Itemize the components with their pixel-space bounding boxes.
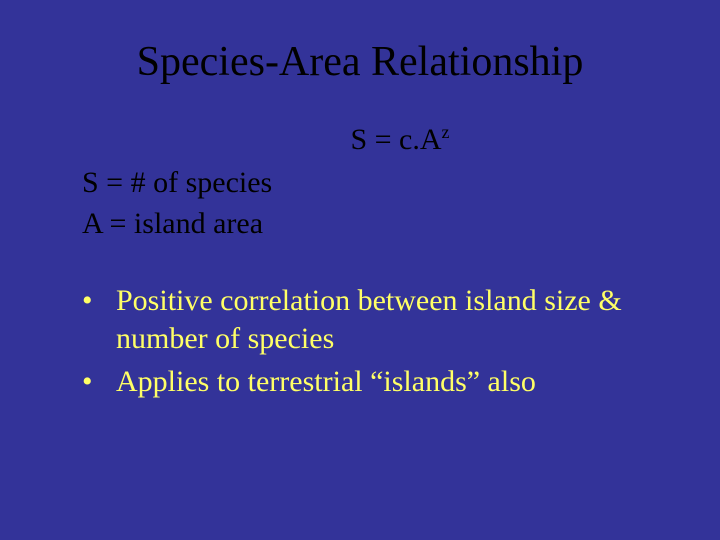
slide: Species-Area Relationship S = c.Az S = #… xyxy=(0,0,720,540)
definition-line: A = island area xyxy=(82,204,672,245)
equation-exponent: z xyxy=(442,122,450,142)
bullet-text: Positive correlation between island size… xyxy=(116,282,672,357)
bullet-text: Applies to terrestrial “islands” also xyxy=(116,363,672,401)
bullet-list: • Positive correlation between island si… xyxy=(82,282,672,401)
equation-prefix: S = c.A xyxy=(350,123,441,156)
bullet-marker-icon: • xyxy=(82,282,116,357)
bullet-marker-icon: • xyxy=(82,363,116,401)
equation: S = c.Az xyxy=(128,122,672,157)
slide-title: Species-Area Relationship xyxy=(48,38,672,86)
definitions-block: S = # of species A = island area xyxy=(82,163,672,244)
definition-line: S = # of species xyxy=(82,163,672,204)
bullet-item: • Applies to terrestrial “islands” also xyxy=(82,363,672,401)
bullet-item: • Positive correlation between island si… xyxy=(82,282,672,357)
